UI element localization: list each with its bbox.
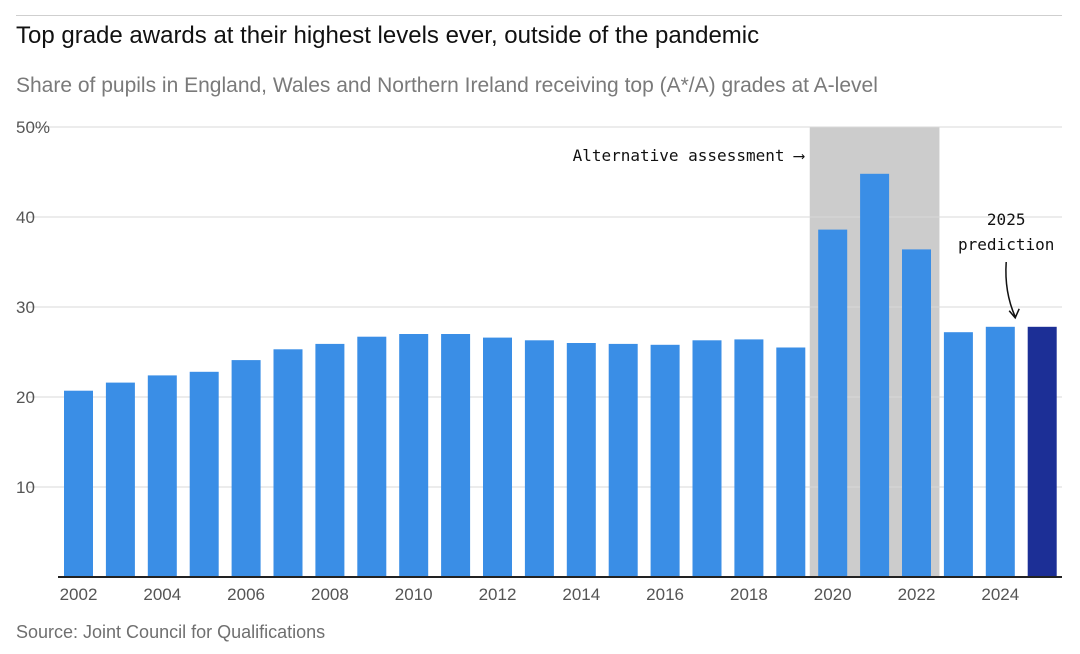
bar-2008 — [315, 343, 345, 577]
bar-2020 — [818, 229, 848, 577]
prediction-arrowhead — [1008, 308, 1020, 320]
y-tick-label: 30 — [16, 298, 35, 317]
x-tick-label: 2002 — [60, 585, 98, 604]
prediction-label-line2: prediction — [958, 235, 1054, 254]
bar-2005 — [189, 371, 219, 577]
chart-title: Top grade awards at their highest levels… — [16, 22, 760, 49]
x-tick-label: 2018 — [730, 585, 768, 604]
bar-2004 — [147, 375, 177, 577]
x-tick-label: 2024 — [981, 585, 1019, 604]
x-tick-label: 2006 — [227, 585, 265, 604]
alternative-assessment-label: Alternative assessment ⟶ — [573, 146, 806, 165]
bar-2024 — [985, 326, 1015, 577]
bar-2002 — [64, 390, 93, 577]
bar-2007 — [273, 349, 303, 577]
annotation-layer: Alternative assessment ⟶ 2025 prediction — [573, 146, 1054, 320]
y-tick-label: 20 — [16, 388, 35, 407]
x-tick-label: 2022 — [898, 585, 936, 604]
bar-2010 — [399, 334, 429, 577]
prediction-label-line1: 2025 — [987, 210, 1026, 229]
bar-2014 — [566, 343, 596, 577]
bar-2018 — [734, 339, 764, 577]
bar-2006 — [231, 360, 261, 577]
y-tick-label: 40 — [16, 208, 35, 227]
y-tick-label: 10 — [16, 478, 35, 497]
bar-2012 — [483, 337, 512, 577]
bar-2003 — [105, 382, 135, 577]
bar-2021 — [860, 173, 890, 578]
axis-layer: 2002 2004 2006 2008 2010 2012 2014 2016 2018 2020… — [58, 576, 1062, 604]
x-tick-label: 2004 — [143, 585, 181, 604]
x-tick-label: 2016 — [646, 585, 684, 604]
bar-2011 — [441, 334, 471, 577]
x-tick-label: 2010 — [395, 585, 433, 604]
bar-2015 — [608, 343, 638, 577]
x-tick-label: 2008 — [311, 585, 349, 604]
source-note: Source: Joint Council for Qualifications — [16, 622, 326, 642]
x-tick-label: 2014 — [562, 585, 600, 604]
x-tick-label: 2012 — [479, 585, 517, 604]
bar-2013 — [524, 340, 554, 577]
bar-layer — [64, 173, 1057, 578]
x-tick-label: 2020 — [814, 585, 852, 604]
prediction-arrow — [1005, 261, 1016, 318]
bar-2009 — [357, 336, 387, 577]
bar-2019 — [776, 347, 806, 577]
bar-2017 — [692, 340, 722, 577]
chart-subtitle: Share of pupils in England, Wales and No… — [16, 74, 878, 97]
bar-2023 — [943, 332, 973, 577]
bar-2025 — [1027, 326, 1057, 577]
bar-2016 — [650, 344, 680, 577]
top-rule — [16, 15, 1062, 16]
bar-2022 — [902, 249, 931, 577]
y-tick-label: 50% — [16, 118, 50, 137]
